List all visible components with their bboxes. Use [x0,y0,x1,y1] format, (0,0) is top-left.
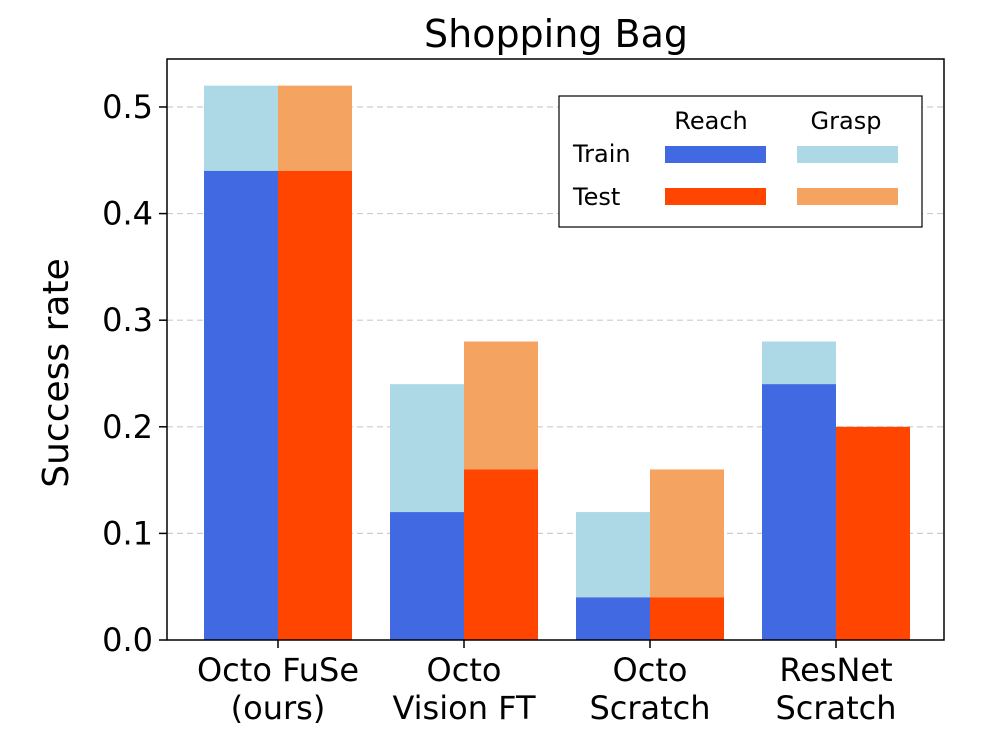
y-axis-label: Success rate [36,258,77,487]
legend-swatch-test-reach [665,188,766,205]
chart-title: Shopping Bag [424,12,688,56]
bar-test-grasp [278,85,352,171]
bar-train-grasp [204,85,278,171]
x-tick-label: (ours) [231,689,326,727]
x-tick-label: Octo [613,651,688,689]
x-tick-label: Vision FT [392,689,536,727]
bar-test-reach [278,170,352,640]
bar-test-reach [836,426,910,640]
y-tick-label: 0.2 [102,408,153,446]
legend-swatch-train-reach [665,146,766,163]
bar-test-reach [650,597,724,640]
bar-train-grasp [762,341,836,385]
legend-col-reach: Reach [674,107,747,135]
x-tick-label: Octo [427,651,502,689]
legend-row-test: Test [572,183,620,211]
bar-test-reach [464,469,538,640]
legend: Reach Grasp Train Test [558,95,923,228]
x-tick-label: Scratch [775,689,896,727]
legend-col-grasp: Grasp [811,107,882,135]
y-tick-label: 0.1 [102,514,153,552]
legend-swatch-test-grasp [797,188,898,205]
x-tick-label: ResNet [779,651,892,689]
bar-train-reach [390,512,464,640]
bar-test-grasp [464,341,538,470]
y-tick-label: 0.5 [102,88,153,126]
bar-train-reach [576,597,650,640]
legend-swatch-train-grasp [797,146,898,163]
x-tick-label: Scratch [589,689,710,727]
bars [204,85,910,640]
y-tick-label: 0.4 [102,195,153,233]
bar-train-grasp [576,512,650,598]
bar-test-grasp [650,469,724,598]
legend-row-train: Train [572,140,631,168]
y-tick-label: 0.3 [102,301,153,339]
bar-train-grasp [390,384,464,513]
bar-train-reach [204,170,278,640]
bar-train-reach [762,384,836,640]
plot-frame [166,58,945,641]
y-axis-ticks: 0.0 0.1 0.2 0.3 0.4 0.5 [102,88,167,659]
y-tick-label: 0.0 [102,621,153,659]
x-tick-label: Octo FuSe [197,651,359,689]
